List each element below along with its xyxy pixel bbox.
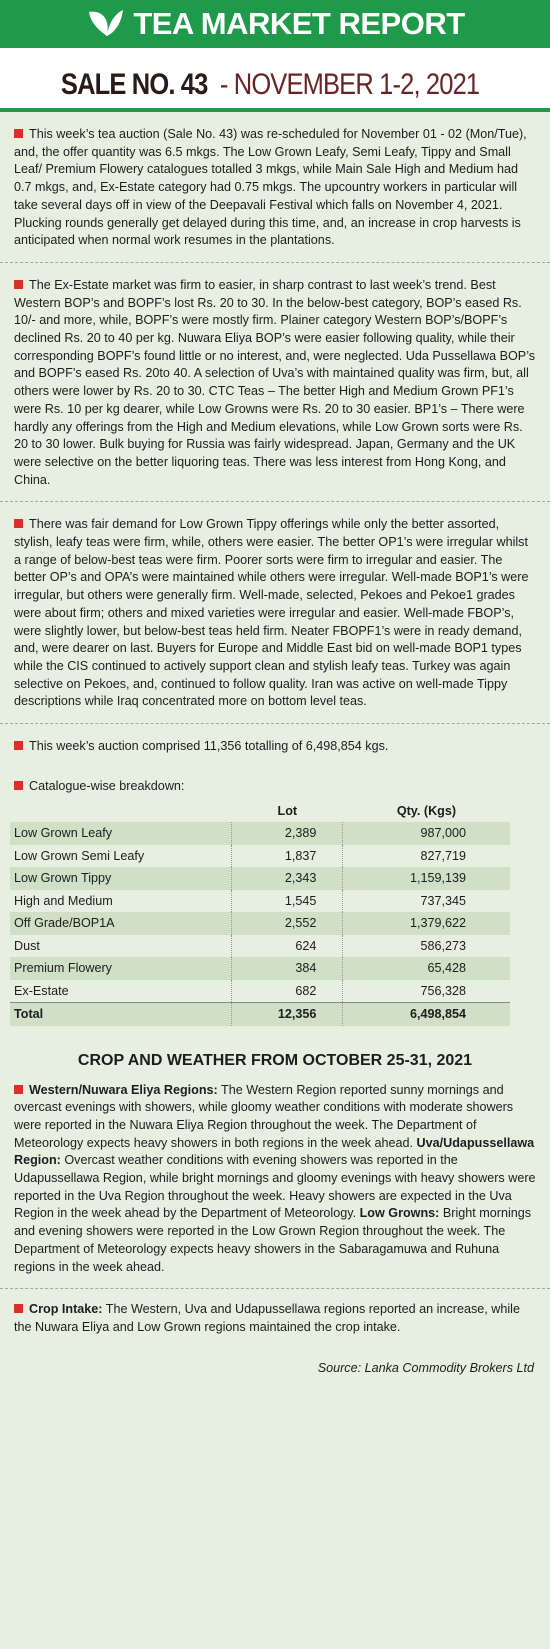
header-row: Lot Qty. (Kgs) (10, 800, 510, 823)
paragraph-text: This week’s tea auction (Sale No. 43) wa… (14, 127, 527, 248)
bullet (14, 519, 23, 529)
table-caption: Catalogue-wise breakdown: (29, 778, 185, 793)
paragraph-block: The Ex-Estate market was firm to easier,… (0, 263, 550, 503)
bullet (14, 1084, 23, 1094)
table-row: Total 12,356 6,498,854 (10, 1002, 510, 1026)
table-row: High and Medium 1,545 737,345 (10, 889, 510, 912)
source: Source: Lanka Commodity Brokers Ltd (317, 1360, 534, 1375)
crop-section: Western/Nuwara Eliya Regions: The Wester… (0, 1082, 550, 1349)
table-cell: 737,345 (420, 893, 466, 908)
table-cell: 1,379,622 (342, 912, 510, 935)
crop-block: Western/Nuwara Eliya Regions: The Wester… (0, 1082, 550, 1290)
crop-block: Crop Intake: The Western, Uva and Udapus… (0, 1289, 550, 1348)
crop-text: Overcast weather conditions with evening… (14, 1153, 536, 1221)
table-row: Ex-Estate 682 756,328 (10, 979, 510, 1003)
header-cell: Lot (277, 803, 298, 818)
paragraph: This week’s auction comprised 11,356 tot… (0, 738, 550, 756)
sale-date: - NOVEMBER 1-2, 2021 (219, 68, 480, 101)
table-cell: High and Medium (14, 893, 113, 908)
crop-paragraph: Crop Intake: The Western, Uva and Udapus… (0, 1301, 550, 1336)
paragraph: This week’s tea auction (Sale No. 43) wa… (0, 126, 550, 250)
paragraph-text: The Ex-Estate market was firm to easier,… (14, 277, 536, 487)
paragraphs: This week’s tea auction (Sale No. 43) wa… (0, 112, 550, 768)
paragraph: The Ex-Estate market was firm to easier,… (0, 277, 550, 489)
crop-heading: Low Growns: (359, 1206, 440, 1221)
header-cell (10, 800, 232, 823)
paragraph: There was fair demand for Low Grown Tipp… (0, 516, 550, 711)
paragraph-text: This week’s auction comprised 11,356 tot… (29, 739, 389, 754)
table-cell: Total (10, 1002, 232, 1026)
table-cell: 987,000 (342, 822, 510, 845)
crop-heading: Western/Nuwara Eliya Regions: (29, 1082, 218, 1097)
table-cell: Ex-Estate (14, 983, 69, 998)
bullet (14, 741, 23, 751)
table-row: Premium Flowery 384 65,428 (10, 957, 510, 980)
header: TEA MARKET REPORT (0, 0, 550, 48)
table-cell: 12,356 (231, 1002, 344, 1026)
table-cell: 682 (231, 979, 344, 1003)
bullet (14, 129, 23, 138)
table-cell: 2,389 (231, 822, 344, 845)
table-cell: 2,552 (231, 912, 344, 935)
paragraph-block: There was fair demand for Low Grown Tipp… (0, 502, 550, 725)
paragraph-block: This week’s auction comprised 11,356 tot… (0, 724, 550, 768)
crop-text: The Western Region reported sunny mornin… (14, 1082, 514, 1150)
breakdown: Catalogue-wise breakdown: Lot Qty. (Kgs) L… (0, 768, 550, 1026)
paragraph-text: There was fair demand for Low Grown Tipp… (14, 517, 529, 709)
title: TEA MARKET REPORT (133, 6, 465, 41)
table-cell: Off Grade/BOP1A (10, 912, 232, 935)
table-cell: 624 (231, 934, 344, 957)
table-cell: Premium Flowery (10, 957, 232, 980)
crop-paragraph: Western/Nuwara Eliya Regions: The Wester… (0, 1082, 550, 1277)
sale-line: SALE NO. 43 - NOVEMBER 1-2, 2021 (0, 48, 550, 112)
table: Lot Qty. (Kgs) Low Grown Leafy 2,389 987,000… (10, 800, 510, 1026)
table-cell: 1,159,139 (342, 867, 510, 890)
table-cell: 65,428 (342, 957, 510, 980)
table-cell: 2,343 (231, 867, 344, 890)
table-cell: 6,498,854 (342, 1002, 510, 1026)
table-cell: 1,545 (231, 889, 344, 912)
bullet (14, 279, 23, 289)
sale-no: SALE NO. 43 (61, 68, 208, 101)
leaf-logo (89, 10, 124, 36)
table-row: Low Grown Leafy 2,389 987,000 (10, 822, 510, 845)
crop-heading: Crop Intake: (29, 1302, 103, 1317)
crop-heading: Uva/Udapussellawa Region: (14, 1135, 535, 1168)
crop-title: CROP AND WEATHER FROM OCTOBER 25-31, 202… (77, 1051, 473, 1069)
header-cell: Qty. (Kgs) (396, 803, 457, 818)
table-cell: 586,273 (420, 938, 466, 953)
table-row: Low Grown Tippy 2,343 1,159,139 (10, 867, 510, 890)
table-cell: 756,328 (420, 983, 466, 998)
table-cell: Low Grown Tippy (10, 867, 232, 890)
table-row: Off Grade/BOP1A 2,552 1,379,622 (10, 912, 510, 935)
table-cell: Low Grown Semi Leafy (14, 848, 145, 863)
crop-text: The Western, Uva and Udapussellawa regio… (14, 1302, 520, 1334)
table-cell: 827,719 (420, 848, 466, 863)
table-row: Low Grown Semi Leafy 1,837 827,719 (10, 844, 510, 867)
paragraph-block: This week’s tea auction (Sale No. 43) wa… (0, 112, 550, 263)
table-cell: 1,837 (231, 844, 344, 867)
crop-text: Bright mornings and evening showers were… (14, 1206, 532, 1274)
bullet (14, 1304, 23, 1314)
table-row: Dust 624 586,273 (10, 934, 510, 957)
table-cell: Dust (14, 938, 40, 953)
table-cell: 384 (231, 957, 344, 980)
table-cell: Low Grown Leafy (10, 822, 232, 845)
